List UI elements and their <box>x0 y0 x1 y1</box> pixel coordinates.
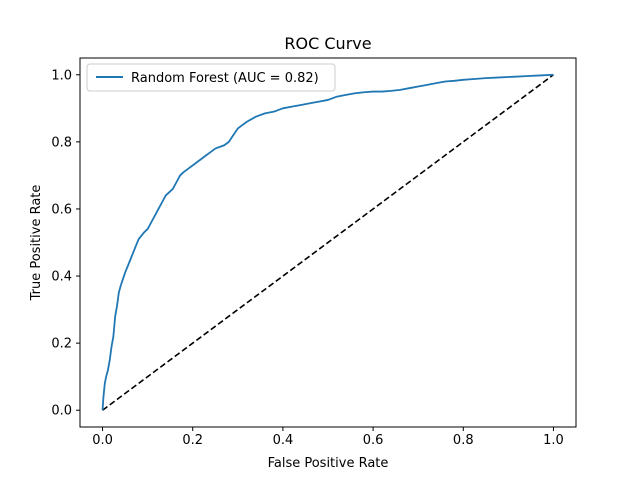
x-tick-label: 0.6 <box>363 433 384 448</box>
x-tick-label: 1.0 <box>543 433 564 448</box>
y-tick-label: 1.0 <box>51 68 72 83</box>
plot-frame <box>79 57 577 428</box>
y-tick-label: 0.2 <box>51 337 72 352</box>
y-tick-label: 0.6 <box>51 202 72 217</box>
x-tick-label: 0.0 <box>92 433 113 448</box>
y-tick-label: 0.8 <box>51 135 72 150</box>
roc-curve-line <box>101 73 554 411</box>
y-axis-ticks: 0.0 0.2 0.4 0.6 0.8 1.0 <box>51 68 80 419</box>
x-tick-label: 0.8 <box>453 433 474 448</box>
plot-lines <box>101 73 554 411</box>
legend-label: Random Forest (AUC = 0.82) <box>131 71 319 86</box>
x-axis-label: False Positive Rate <box>268 456 389 471</box>
y-tick-label: 0.4 <box>51 270 72 285</box>
x-tick-label: 0.4 <box>273 433 294 448</box>
y-axis-label: True Positive Rate <box>29 185 44 302</box>
chance-diagonal-line <box>102 74 554 411</box>
chart-title: ROC Curve <box>284 34 371 53</box>
legend-box <box>86 63 336 92</box>
x-axis-ticks: 0.0 0.2 0.4 0.6 0.8 1.0 <box>92 427 564 448</box>
legend: Random Forest (AUC = 0.82) <box>86 63 336 92</box>
y-tick-label: 0.0 <box>51 404 72 419</box>
x-tick-label: 0.2 <box>182 433 203 448</box>
